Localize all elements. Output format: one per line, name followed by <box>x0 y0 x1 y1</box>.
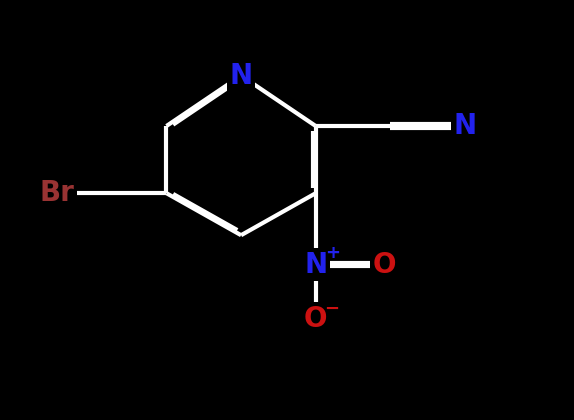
Text: N: N <box>453 112 476 140</box>
Text: O: O <box>304 305 327 333</box>
Text: O: O <box>373 251 396 278</box>
Text: Br: Br <box>40 179 75 207</box>
Text: N: N <box>304 251 327 278</box>
Text: −: − <box>324 300 339 318</box>
Text: +: + <box>325 244 340 262</box>
Text: N: N <box>230 62 253 89</box>
